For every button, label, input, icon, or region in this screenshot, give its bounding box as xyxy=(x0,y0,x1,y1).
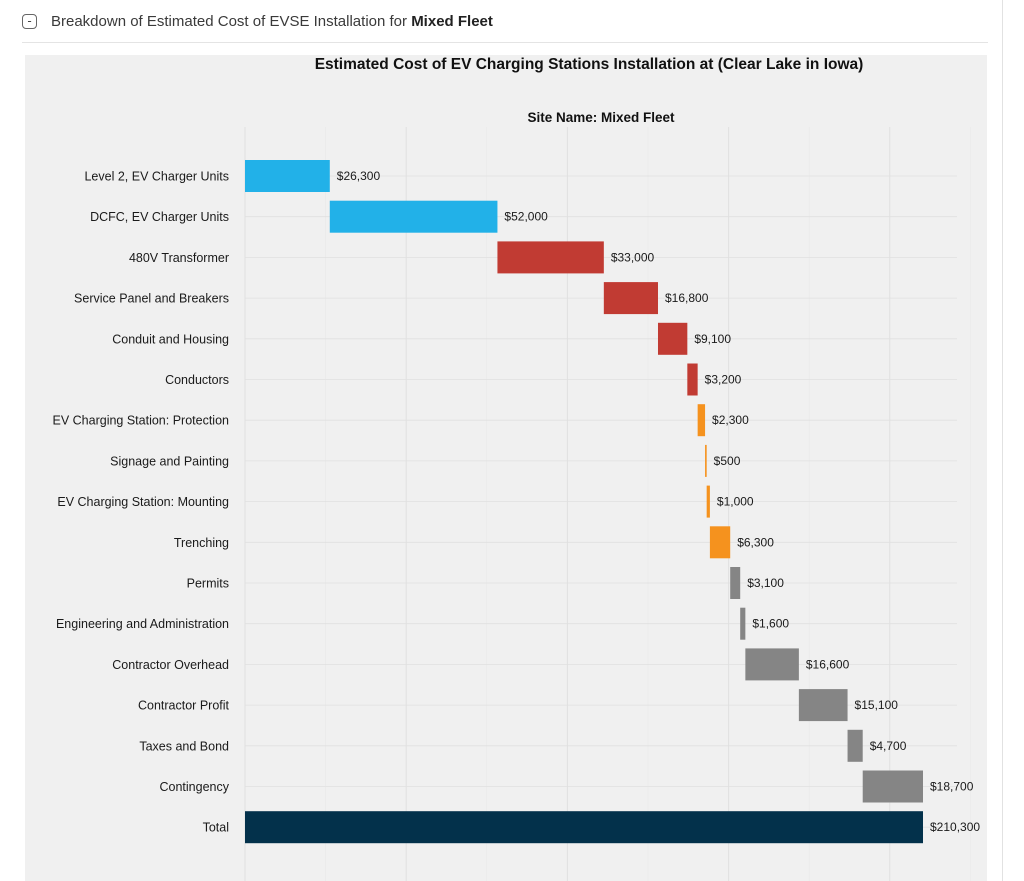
value-label: $52,000 xyxy=(504,210,548,224)
category-label: Conduit and Housing xyxy=(112,332,229,346)
value-label: $1,000 xyxy=(717,495,754,509)
bar-10 xyxy=(709,526,731,559)
bar-6 xyxy=(687,363,698,396)
category-label: Contingency xyxy=(160,780,230,794)
bar-3 xyxy=(497,241,604,274)
value-label: $16,800 xyxy=(665,291,709,305)
right-divider xyxy=(1002,0,1003,881)
value-label: $16,600 xyxy=(806,657,850,671)
category-label: EV Charging Station: Protection xyxy=(53,414,230,428)
value-label: $26,300 xyxy=(337,169,381,183)
bar-17 xyxy=(245,811,923,844)
collapse-button[interactable]: - xyxy=(22,13,37,29)
grid-layer xyxy=(244,127,971,881)
value-label: $500 xyxy=(714,454,741,468)
value-label: $15,100 xyxy=(855,698,899,712)
bar-15 xyxy=(847,729,863,762)
bar-2 xyxy=(329,200,498,233)
value-label: $3,100 xyxy=(747,576,784,590)
category-label: Taxes and Bond xyxy=(139,739,229,753)
waterfall-chart: Estimated Cost of EV Charging Stations I… xyxy=(53,56,980,881)
bar-16 xyxy=(862,770,923,803)
category-label: Engineering and Administration xyxy=(56,617,229,631)
panel-header: - Breakdown of Estimated Cost of EVSE In… xyxy=(22,0,988,43)
category-label: Service Panel and Breakers xyxy=(74,292,229,306)
panel-title-prefix: Breakdown of Estimated Cost of EVSE Inst… xyxy=(51,12,412,30)
bar-11 xyxy=(730,567,741,599)
bar-5 xyxy=(657,322,688,355)
chart-area: Estimated Cost of EV Charging Stations I… xyxy=(25,55,987,881)
value-label: $33,000 xyxy=(611,250,655,264)
bar-7 xyxy=(697,404,706,437)
bar-1 xyxy=(245,160,330,192)
bar-9 xyxy=(706,485,710,518)
bar-13 xyxy=(745,648,799,681)
panel-title-bold: Mixed Fleet xyxy=(411,12,493,30)
bar-14 xyxy=(798,689,848,722)
category-label: Signage and Painting xyxy=(110,454,229,468)
value-label: $3,200 xyxy=(705,373,742,387)
value-label: $18,700 xyxy=(930,780,974,794)
value-label: $210,300 xyxy=(930,820,980,834)
category-label: Total xyxy=(203,821,229,835)
panel-title: Breakdown of Estimated Cost of EVSE Inst… xyxy=(51,13,493,30)
category-label: Contractor Profit xyxy=(138,699,230,713)
category-label: 480V Transformer xyxy=(129,251,229,265)
category-label: Conductors xyxy=(165,373,229,387)
category-label: Trenching xyxy=(174,536,229,550)
chart-title: Estimated Cost of EV Charging Stations I… xyxy=(315,56,864,73)
category-label: EV Charging Station: Mounting xyxy=(57,495,229,509)
category-label: Permits xyxy=(187,577,229,591)
category-label: Level 2, EV Charger Units xyxy=(84,170,229,184)
value-label: $4,700 xyxy=(870,739,907,753)
value-label: $2,300 xyxy=(712,413,749,427)
value-label: $6,300 xyxy=(737,535,774,549)
category-label: DCFC, EV Charger Units xyxy=(90,210,229,224)
bar-8 xyxy=(705,444,707,477)
value-label: $9,100 xyxy=(694,332,731,346)
value-label: $1,600 xyxy=(752,617,789,631)
chart-subtitle: Site Name: Mixed Fleet xyxy=(527,110,675,125)
bar-4 xyxy=(603,282,658,315)
bars-layer: Level 2, EV Charger Units $26,300 DCFC, EV… xyxy=(53,160,980,844)
bar-12 xyxy=(740,607,746,640)
category-label: Contractor Overhead xyxy=(112,658,229,672)
